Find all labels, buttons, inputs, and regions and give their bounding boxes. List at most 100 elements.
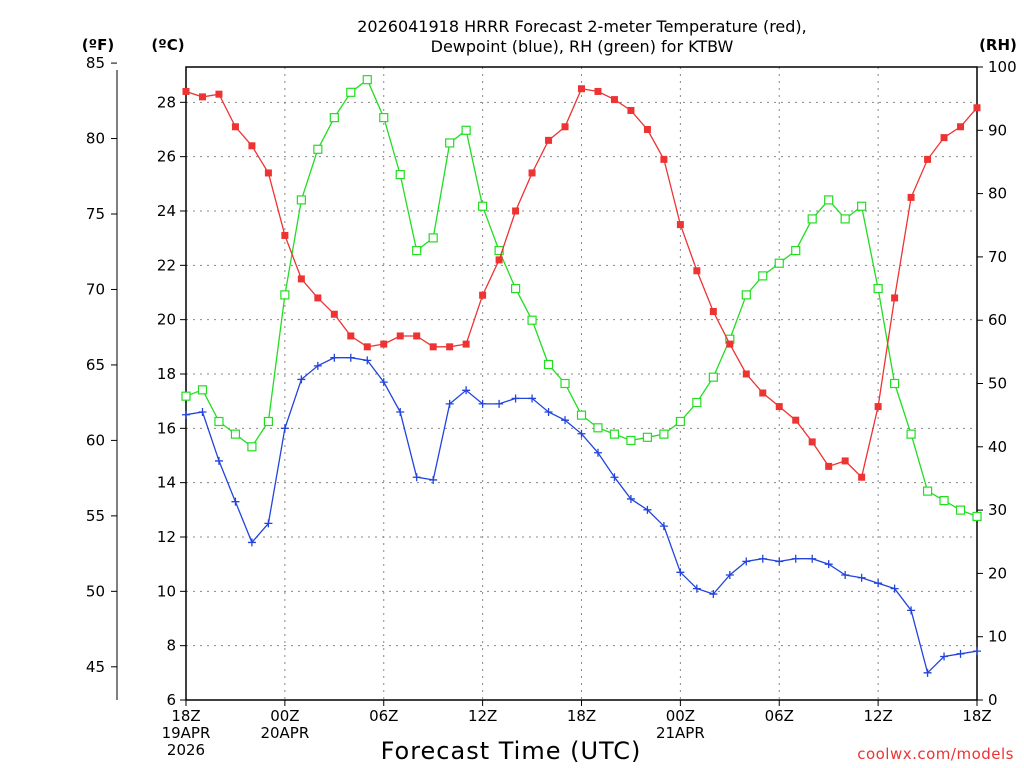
rh-point [906, 429, 916, 439]
dewpoint-point [313, 361, 322, 370]
2-meter-temperature-point [874, 403, 882, 411]
grid-layer [186, 67, 977, 700]
rh-point [510, 283, 521, 294]
rh-point [461, 125, 471, 135]
rh-point [494, 245, 504, 256]
2-meter-temperature-point [841, 457, 849, 465]
2-meter-temperature-point [297, 275, 305, 283]
dewpoint-point [643, 505, 652, 514]
dewpoint-point [511, 394, 520, 403]
dewpoint-point [890, 584, 899, 593]
rh-point [247, 442, 257, 452]
x-tick-label: 18Z [171, 707, 200, 725]
2-meter-temperature-point [330, 310, 338, 318]
dewpoint-point [264, 519, 273, 528]
rh-point [313, 144, 323, 154]
fahrenheit-tick-label: 60 [86, 431, 105, 449]
2-meter-temperature-point [198, 93, 206, 101]
dewpoint-point [214, 456, 223, 465]
2-meter-temperature-point [429, 343, 437, 351]
rh-point [478, 201, 488, 211]
rh-tick-label: 0 [988, 691, 998, 709]
rh-point [379, 113, 389, 123]
rh-point [692, 397, 702, 408]
fahrenheit-tick-label: 55 [86, 507, 105, 525]
x-tick-label: 2026 [167, 741, 205, 759]
dewpoint-point [824, 560, 833, 569]
dewpoint-point [346, 353, 355, 362]
dewpoint-point [412, 473, 421, 482]
celsius-tick-label: 10 [157, 582, 176, 600]
dewpoint-series [182, 353, 981, 677]
fahrenheit-tick-label: 50 [86, 582, 105, 600]
2-meter-temperature-point [231, 123, 239, 131]
2-meter-temperature-point [825, 462, 833, 470]
dewpoint-point [182, 410, 190, 419]
dewpoint-point [841, 571, 850, 580]
2-meter-temperature-point [215, 90, 223, 98]
2-meter-temperature-point [446, 343, 454, 351]
rh-point [824, 195, 834, 205]
celsius-tick-label: 22 [157, 256, 176, 274]
dewpoint-point [593, 448, 602, 457]
dewpoint-point [676, 568, 685, 577]
dewpoint-point [742, 557, 751, 566]
dewpoint-point [379, 378, 388, 387]
x-tick-label: 06Z [369, 707, 398, 725]
rh-tick-label: 60 [988, 311, 1007, 329]
dewpoint-point [709, 590, 718, 599]
celsius-unit-label: (ºC) [151, 36, 184, 54]
celsius-tick-label: 8 [166, 637, 176, 655]
celsius-tick-label: 16 [157, 419, 176, 437]
celsius-tick-label: 24 [157, 202, 176, 220]
rh-point [214, 416, 224, 427]
dewpoint-point [791, 554, 800, 563]
2-meter-temperature-point [627, 106, 635, 114]
dewpoint-point [363, 356, 372, 365]
2-meter-temperature-point [709, 308, 717, 316]
2-meter-temperature-series [182, 85, 981, 481]
2-meter-temperature-point [396, 332, 404, 340]
rh-point [642, 432, 653, 442]
rh-point [263, 416, 273, 427]
dewpoint-point [692, 584, 701, 593]
celsius-tick-label: 28 [157, 93, 176, 111]
2-meter-temperature-point [693, 267, 701, 275]
2-meter-temperature-point [264, 169, 272, 177]
x-tick-label: 12Z [863, 707, 892, 725]
x-tick-label: 18Z [962, 707, 991, 725]
dewpoint-point [874, 579, 883, 588]
rh-tick-label: 30 [988, 501, 1007, 519]
2-meter-temperature-point [742, 370, 750, 378]
x-tick-label: 00Z [666, 707, 695, 725]
rh-point [972, 511, 982, 522]
2-meter-temperature-point [676, 221, 684, 229]
dewpoint-point [528, 394, 537, 403]
dewpoint-point [610, 473, 619, 482]
rh-tick-label: 50 [988, 375, 1007, 393]
2-meter-temperature-point [759, 389, 767, 397]
2-meter-temperature-point [545, 136, 553, 144]
dewpoint-point [577, 429, 586, 438]
rh-point [576, 410, 587, 420]
rh-tick-label: 10 [988, 628, 1007, 646]
credit-text: coolwx.com/models [857, 745, 1014, 763]
rh-point [593, 423, 603, 433]
2-meter-temperature-point [792, 416, 800, 424]
rh-tick-label: 80 [988, 185, 1007, 203]
2-meter-temperature-point [891, 294, 899, 302]
rh-point [560, 378, 570, 389]
2-meter-temperature-point [808, 438, 816, 446]
2-meter-temperature-point [610, 96, 618, 104]
rh-tick-label: 70 [988, 248, 1007, 266]
rh-point [395, 170, 405, 180]
dewpoint-point [297, 375, 306, 384]
dewpoint-point [808, 554, 817, 563]
2-meter-temperature-point [858, 473, 866, 481]
2-meter-temperature-point [380, 340, 388, 348]
celsius-tick-label: 26 [157, 148, 176, 166]
dewpoint-point [445, 399, 454, 408]
2-meter-temperature-point [347, 332, 355, 340]
rh-point [840, 214, 850, 224]
